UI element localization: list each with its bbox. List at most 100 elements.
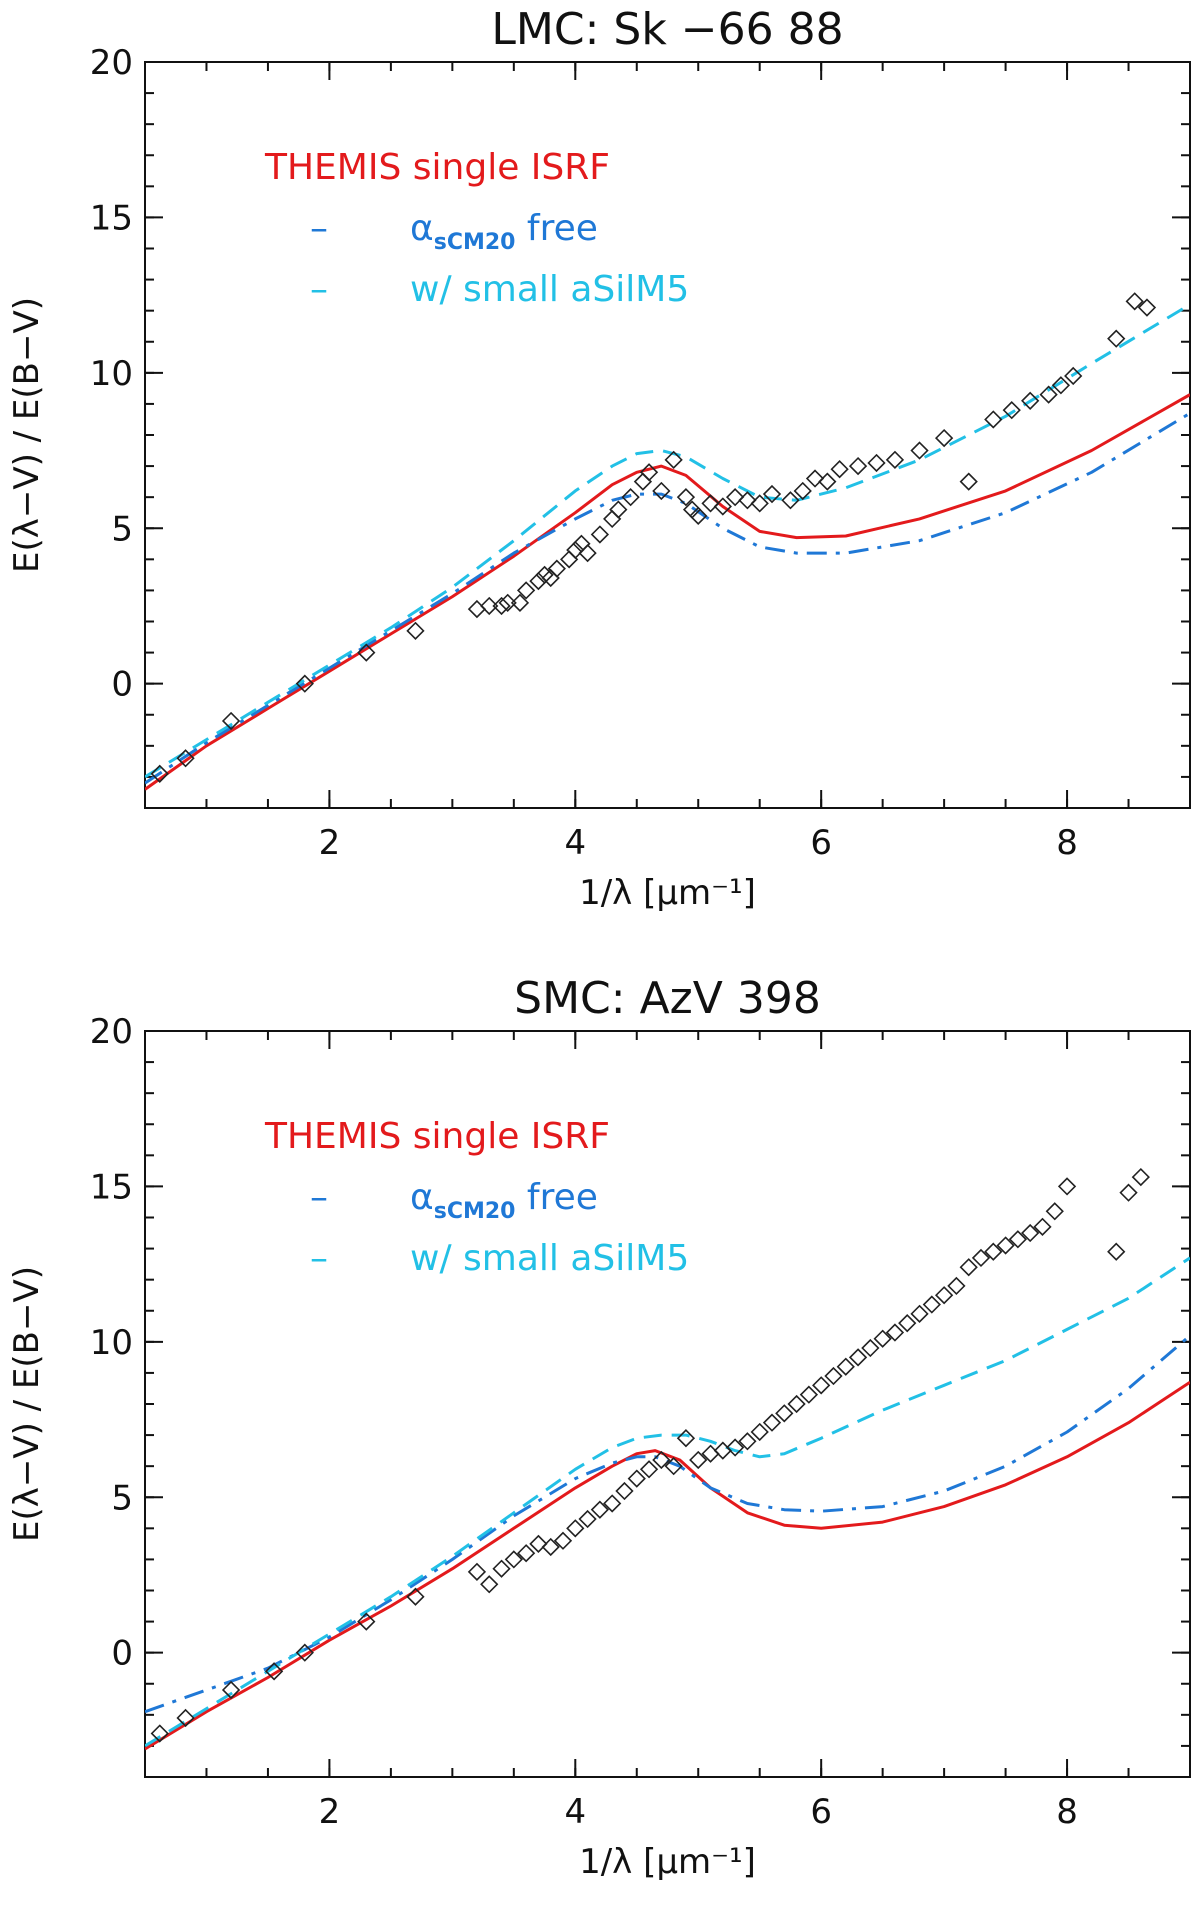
data-point-diamond bbox=[406, 1587, 425, 1606]
chart-title: SMC: AzV 398 bbox=[514, 973, 821, 1024]
legend-title: THEMIS single ISRF bbox=[264, 147, 610, 188]
data-point-diamond bbox=[1039, 385, 1058, 404]
data-point-diamond bbox=[590, 525, 610, 544]
legend-entry-label: αsCM20 free bbox=[410, 1177, 598, 1224]
data-point-diamond bbox=[1057, 1177, 1077, 1196]
legend-label-main: α bbox=[410, 1177, 434, 1218]
data-point-diamond bbox=[529, 1534, 548, 1554]
data-point-diamond bbox=[480, 596, 499, 616]
data-point-diamond bbox=[615, 1481, 634, 1501]
data-point-diamond bbox=[492, 1559, 511, 1578]
legend-marker: – bbox=[310, 1238, 328, 1279]
observed-points bbox=[150, 1167, 1150, 1743]
data-point-diamond bbox=[498, 593, 517, 612]
data-point-diamond bbox=[541, 1537, 560, 1557]
data-point-diamond bbox=[1002, 401, 1021, 420]
y-tick-label: 0 bbox=[111, 665, 133, 705]
data-point-diamond bbox=[1033, 1217, 1052, 1236]
data-point-diamond bbox=[861, 1338, 880, 1358]
observed-points bbox=[150, 292, 1157, 783]
data-point-diamond bbox=[176, 749, 195, 768]
data-point-diamond bbox=[535, 565, 554, 585]
data-point-diamond bbox=[633, 472, 653, 491]
data-point-diamond bbox=[603, 509, 622, 529]
data-point-diamond bbox=[467, 599, 487, 619]
legend-label-rest: free bbox=[515, 1177, 597, 1218]
data-point-diamond bbox=[357, 643, 376, 662]
data-point-diamond bbox=[818, 472, 837, 491]
series-line-small-asilm5 bbox=[145, 1256, 1190, 1748]
legend-entry-label: w/ small aSilM5 bbox=[410, 269, 689, 310]
data-point-diamond bbox=[221, 711, 241, 731]
data-point-diamond bbox=[566, 1519, 585, 1538]
data-point-diamond bbox=[492, 596, 511, 616]
data-point-diamond bbox=[1021, 1223, 1040, 1243]
data-point-diamond bbox=[578, 1509, 597, 1529]
legend-marker: – bbox=[310, 269, 328, 310]
plot-area bbox=[145, 292, 1190, 791]
data-point-diamond bbox=[664, 1457, 683, 1476]
plot-area bbox=[145, 1167, 1190, 1751]
series-line-small-asilm5 bbox=[145, 303, 1190, 779]
data-point-diamond bbox=[516, 1544, 536, 1563]
data-point-diamond bbox=[1051, 376, 1071, 395]
data-point-diamond bbox=[609, 500, 628, 519]
y-tick-label: 5 bbox=[111, 1478, 133, 1518]
data-point-diamond bbox=[971, 1248, 991, 1268]
y-tick-label: 15 bbox=[90, 1167, 133, 1207]
data-point-diamond bbox=[529, 571, 548, 591]
data-point-diamond bbox=[1008, 1230, 1028, 1249]
data-point-diamond bbox=[836, 1357, 855, 1376]
y-axis-label: E(λ−V) / E(B−V) bbox=[7, 297, 47, 573]
data-point-diamond bbox=[762, 1413, 782, 1432]
data-point-diamond bbox=[910, 1304, 929, 1323]
y-tick-label: 20 bbox=[90, 1012, 133, 1052]
data-point-diamond bbox=[553, 1531, 573, 1550]
data-point-diamond bbox=[793, 481, 812, 501]
data-point-diamond bbox=[406, 621, 425, 640]
legend-entry-label: αsCM20 free bbox=[410, 208, 598, 255]
y-tick-label: 0 bbox=[111, 1634, 133, 1674]
data-point-diamond bbox=[221, 1680, 241, 1700]
data-point-diamond bbox=[898, 1314, 917, 1333]
x-tick-label: 6 bbox=[810, 823, 832, 863]
data-point-diamond bbox=[357, 1612, 376, 1631]
legend-entry-label: w/ small aSilM5 bbox=[410, 1238, 689, 1279]
x-tick-label: 2 bbox=[319, 1792, 341, 1832]
data-point-diamond bbox=[922, 1295, 941, 1314]
legend: THEMIS single ISRF – αsCM20 free – w/ small … bbox=[264, 1116, 689, 1279]
data-point-diamond bbox=[1107, 1242, 1126, 1261]
y-axis-label: E(λ−V) / E(B−V) bbox=[7, 1266, 47, 1542]
data-point-diamond bbox=[150, 764, 169, 783]
legend-label-rest: free bbox=[515, 208, 597, 249]
data-point-diamond bbox=[1107, 329, 1126, 348]
data-point-diamond bbox=[664, 450, 683, 469]
data-point-diamond bbox=[510, 593, 530, 612]
legend: THEMIS single ISRF – αsCM20 free – w/ small … bbox=[264, 147, 689, 310]
data-point-diamond bbox=[775, 1404, 794, 1423]
data-point-diamond bbox=[572, 534, 591, 553]
y-tick-label: 10 bbox=[90, 354, 133, 394]
data-point-diamond bbox=[480, 1575, 499, 1594]
data-point-diamond bbox=[1137, 298, 1157, 317]
data-point-diamond bbox=[824, 1366, 843, 1386]
data-point-diamond bbox=[750, 1422, 769, 1442]
y-tick-label: 15 bbox=[90, 198, 133, 238]
x-axis-label: 1/λ [μm⁻¹] bbox=[579, 1842, 756, 1882]
x-tick-label: 8 bbox=[1056, 1792, 1078, 1832]
legend-title: THEMIS single ISRF bbox=[264, 1116, 610, 1157]
data-point-diamond bbox=[1021, 391, 1040, 410]
data-point-diamond bbox=[1125, 292, 1144, 311]
series-line-alpha-scm20 bbox=[145, 411, 1190, 785]
chart-panel-1: LMC: Sk −66 88 2 4 6 8 0 5 10 15 20 1/λ [μm⁻¹] E(λ−… bbox=[7, 4, 1191, 913]
data-point-diamond bbox=[984, 410, 1003, 429]
data-point-diamond bbox=[725, 1438, 745, 1457]
data-point-diamond bbox=[713, 497, 732, 516]
series-line-themis bbox=[145, 393, 1190, 791]
x-tick-label: 6 bbox=[810, 1792, 832, 1832]
data-point-diamond bbox=[787, 1394, 806, 1414]
legend-label-main: α bbox=[410, 208, 434, 249]
data-point-diamond bbox=[725, 488, 745, 507]
data-point-diamond bbox=[566, 540, 585, 560]
data-point-diamond bbox=[603, 1494, 622, 1513]
